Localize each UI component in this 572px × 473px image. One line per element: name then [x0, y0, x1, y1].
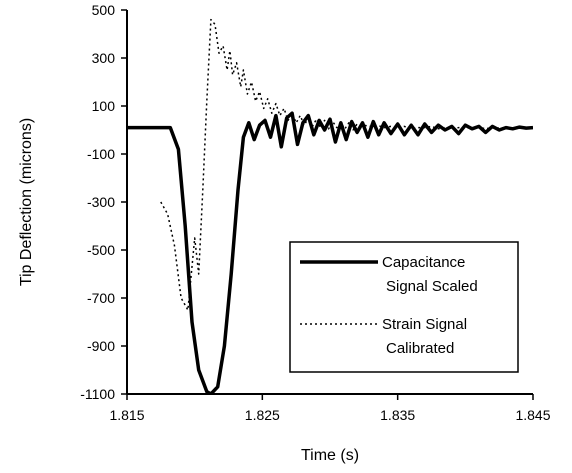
y-tick-label: 100: [92, 98, 116, 114]
x-tick-label: 1.835: [380, 407, 415, 423]
series-line-capacitance-signal-scaled: [127, 111, 533, 394]
y-tick-label: -300: [87, 194, 115, 210]
x-tick-label: 1.815: [109, 407, 144, 423]
legend-label: Capacitance Signal Scaled: [382, 254, 478, 295]
legend: Capacitance Signal Scaled Strain Signal Cal…: [289, 241, 519, 373]
x-tick-label: 1.825: [245, 407, 280, 423]
y-tick-label: -500: [87, 242, 115, 258]
axes: 500 300 100 -100 -300 -500 -700 -900 -1100 1.815 1…: [80, 2, 551, 423]
series-layer: [127, 18, 533, 394]
y-axis-label: Tip Deflection (microns): [18, 118, 35, 286]
y-tick-label: 300: [92, 50, 116, 66]
y-tick-label: -900: [87, 338, 115, 354]
legend-label: Strain Signal Calibrated: [382, 316, 467, 357]
y-tick-label: 500: [92, 2, 116, 18]
y-tick-label: -100: [87, 146, 115, 162]
y-tick-label: -1100: [80, 386, 115, 402]
x-tick-label: 1.845: [515, 407, 550, 423]
x-axis-label: Time (s): [301, 447, 359, 464]
y-tick-label: -700: [87, 290, 115, 306]
